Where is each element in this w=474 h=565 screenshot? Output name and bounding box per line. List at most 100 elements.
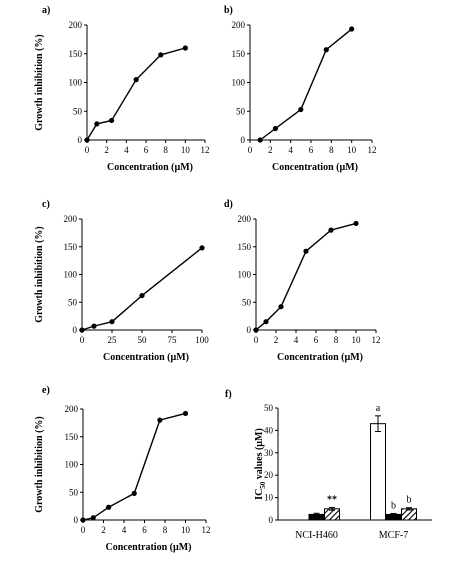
data-point <box>106 504 112 510</box>
x-tick-label: 8 <box>163 145 168 155</box>
bar <box>401 508 417 521</box>
y-tick-label: 0 <box>73 325 78 335</box>
data-point <box>84 137 90 143</box>
y-tick-label: 20 <box>264 470 274 480</box>
y-tick-label: 150 <box>64 242 78 252</box>
x-axis-title: Concentration (µM) <box>103 352 189 363</box>
panel-label-d: d) <box>224 199 233 210</box>
y-tick-label: 100 <box>64 270 78 280</box>
data-point <box>90 515 96 521</box>
y-tick-label: 150 <box>238 242 252 252</box>
x-tick-label: 10 <box>352 335 362 345</box>
y-tick-label: 200 <box>65 404 79 414</box>
y-tick-label: 100 <box>69 78 83 88</box>
x-tick-label: 0 <box>248 145 253 155</box>
data-point <box>131 490 137 496</box>
panel-label-f: f) <box>225 389 232 400</box>
data-point <box>80 517 86 523</box>
x-tick-label: 100 <box>195 335 209 345</box>
y-tick-label: 0 <box>269 515 274 525</box>
panel-label-b: b) <box>224 5 233 16</box>
data-point <box>263 319 269 325</box>
y-axis-title: Growth inhibition (%) <box>34 416 45 513</box>
x-tick-label: 6 <box>144 145 149 155</box>
chart-panel-e: e) 0 50 100 150 200 0 2 4 6 8 10 12 Concentration (µM… <box>34 385 211 553</box>
y-tick-label: 50 <box>264 403 274 413</box>
data-point <box>79 327 85 333</box>
data-point <box>298 106 304 113</box>
panel-label-a: a) <box>42 5 50 16</box>
chart-panel-a: a) 0 50 100 150 200 0 2 4 6 8 10 12 Concentration (µM… <box>34 5 210 173</box>
x-tick-label: 0 <box>80 335 85 345</box>
y-tick-label: 10 <box>264 493 274 503</box>
data-point <box>272 125 279 132</box>
y-tick-label: 200 <box>64 214 78 224</box>
data-point <box>91 323 97 329</box>
data-point <box>157 417 163 423</box>
data-point <box>328 227 334 233</box>
x-tick-label: 6 <box>142 525 147 535</box>
significance-annotation: ** <box>327 494 337 505</box>
x-tick-label: 4 <box>294 335 299 345</box>
x-tick-label: 0 <box>254 335 259 345</box>
data-point <box>253 327 259 333</box>
y-axis-title: Growth inhibition (%) <box>34 226 45 323</box>
data-point <box>353 220 359 227</box>
x-tick-label: 50 <box>138 335 148 345</box>
y-axis-title-rest: values (µM) <box>254 428 265 482</box>
y-tick-label: 150 <box>65 432 79 442</box>
significance-annotation: a <box>376 403 381 414</box>
x-tick-label: 10 <box>181 525 191 535</box>
data-point <box>139 292 145 299</box>
y-tick-label: 100 <box>65 460 79 470</box>
data-point <box>182 45 188 51</box>
data-point <box>303 248 309 254</box>
x-tick-label: 10 <box>347 145 357 155</box>
x-axis-title: Concentration (µM) <box>277 352 363 363</box>
y-tick-label: 200 <box>69 20 83 30</box>
x-tick-label: 25 <box>108 335 118 345</box>
data-point <box>182 410 189 417</box>
bar <box>370 423 386 521</box>
x-tick-label: 2 <box>101 525 106 535</box>
x-tick-label: 4 <box>122 525 127 535</box>
x-axis-title: Concentration (µM) <box>105 542 191 553</box>
y-tick-label: 50 <box>68 297 78 307</box>
x-tick-label: 10 <box>181 145 191 155</box>
y-tick-label: 0 <box>78 135 83 145</box>
x-tick-label: 8 <box>334 335 339 345</box>
chart-panel-b: b) 0 50 100 150 200 0 2 4 6 8 10 12 Concentration (µM… <box>224 5 377 173</box>
y-tick-label: 50 <box>236 106 246 116</box>
y-tick-label: 50 <box>242 297 252 307</box>
x-tick-label: 12 <box>372 335 381 345</box>
significance-annotation: b <box>391 501 396 512</box>
series-line <box>259 28 353 141</box>
y-tick-label: 100 <box>232 78 246 88</box>
x-tick-label: 8 <box>329 145 334 155</box>
y-tick-label: 50 <box>73 106 83 116</box>
x-axis-title: Concentration (µM) <box>107 162 193 173</box>
data-point <box>278 304 284 310</box>
y-tick-label: 150 <box>69 49 83 59</box>
x-tick-label: 4 <box>124 145 129 155</box>
y-axis-title: IC50 values (µM) <box>254 428 267 500</box>
y-tick-label: 200 <box>238 214 252 224</box>
chart-panel-c: c) 0 50 100 150 200 0 25 50 75 100 Concentration (µ… <box>34 199 209 363</box>
x-tick-label: 6 <box>309 145 314 155</box>
x-tick-label: 2 <box>274 335 279 345</box>
x-tick-label: 2 <box>268 145 273 155</box>
series-line <box>255 222 357 331</box>
data-point <box>94 121 100 127</box>
data-point <box>133 77 139 83</box>
y-axis-title: Growth inhibition (%) <box>34 34 45 131</box>
significance-annotation: b <box>407 495 412 506</box>
x-tick-label: 6 <box>314 335 319 345</box>
x-tick-label: 12 <box>201 145 210 155</box>
y-tick-label: 0 <box>74 515 79 525</box>
data-point <box>257 137 263 143</box>
data-point <box>158 52 164 58</box>
data-point <box>109 319 115 325</box>
series-line <box>81 247 203 331</box>
x-tick-label: 8 <box>163 525 168 535</box>
